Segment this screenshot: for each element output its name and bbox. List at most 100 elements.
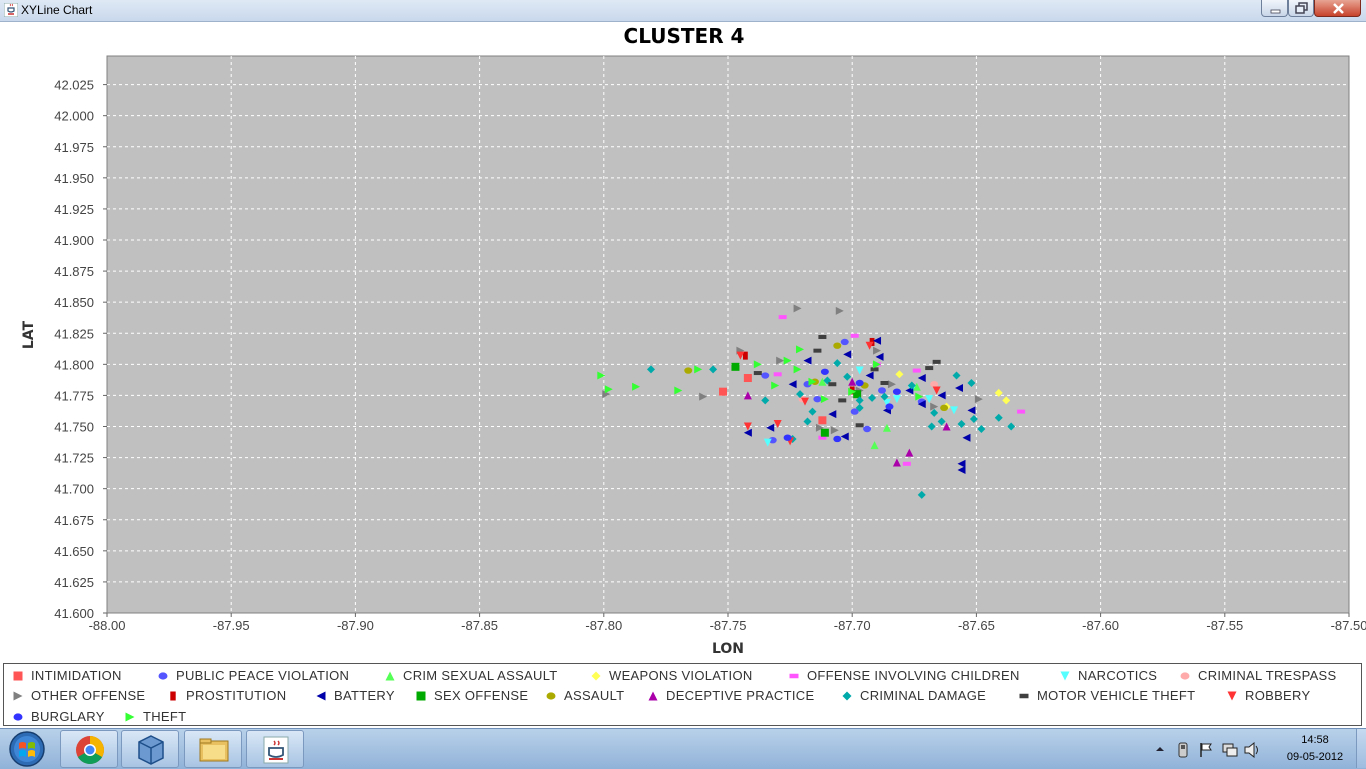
- data-point: [962, 433, 971, 442]
- data-point: [694, 365, 703, 374]
- y-tick-label: 41.825: [54, 326, 94, 341]
- y-tick-label: 41.875: [54, 264, 94, 279]
- data-point: [853, 390, 862, 399]
- data-point: [870, 441, 879, 450]
- data-point: [882, 423, 891, 432]
- java-icon: [263, 736, 289, 764]
- data-point: [773, 420, 782, 429]
- data-point: [850, 408, 859, 415]
- data-point: [932, 359, 941, 364]
- y-tick-label: 41.750: [54, 420, 94, 435]
- data-point: [1002, 396, 1011, 405]
- data-point: [977, 424, 986, 433]
- flag-icon[interactable]: [1199, 742, 1213, 758]
- data-point: [818, 435, 827, 440]
- legend-marker: [648, 691, 658, 701]
- data-point: [873, 360, 882, 369]
- data-point: [870, 367, 879, 372]
- y-tick-label: 41.625: [54, 575, 94, 590]
- legend-marker: [1227, 691, 1237, 701]
- data-point: [632, 382, 641, 391]
- data-point: [895, 370, 904, 379]
- y-tick-label: 41.650: [54, 544, 94, 559]
- data-point: [833, 342, 842, 349]
- legend-label: PROSTITUTION: [186, 688, 287, 703]
- network-icon[interactable]: [1222, 742, 1238, 758]
- data-point: [813, 395, 822, 403]
- legend-label: PUBLIC PEACE VIOLATION: [176, 668, 350, 683]
- show-hidden-icons-arrow[interactable]: [1155, 742, 1165, 756]
- y-tick-label: 41.675: [54, 513, 94, 528]
- clock-date[interactable]: 09-05-2012: [1286, 751, 1344, 763]
- data-point: [788, 380, 797, 389]
- taskbar-java-button[interactable]: [246, 730, 304, 768]
- data-point: [855, 396, 864, 405]
- taskbar-chrome-button[interactable]: [60, 730, 118, 768]
- legend-marker: [316, 691, 326, 701]
- data-point: [838, 398, 847, 403]
- x-tick-label: -87.80: [585, 618, 622, 633]
- legend-marker: [842, 691, 852, 701]
- minimize-button[interactable]: [1261, 0, 1288, 17]
- data-point: [803, 356, 812, 365]
- x-tick-label: -87.60: [1082, 618, 1119, 633]
- data-point: [808, 377, 817, 386]
- chart-legend: INTIMIDATION PUBLIC PEACE VIOLATION CRIM S…: [3, 663, 1362, 726]
- data-point: [952, 371, 961, 380]
- x-tick-label: -87.50: [1331, 618, 1366, 633]
- volume-icon[interactable]: [1244, 742, 1260, 758]
- data-point: [957, 459, 966, 468]
- data-point: [835, 306, 844, 315]
- show-desktop-button[interactable]: [1356, 729, 1366, 768]
- legend-label: BURGLARY: [31, 709, 105, 724]
- data-point: [937, 417, 946, 426]
- data-point: [820, 428, 829, 437]
- data-point: [917, 400, 926, 409]
- data-point: [818, 416, 827, 425]
- data-point: [796, 345, 805, 354]
- data-point: [885, 403, 894, 410]
- java-cup-icon: [4, 3, 18, 17]
- data-point: [742, 351, 748, 360]
- taskbar-explorer-button[interactable]: [184, 730, 242, 768]
- chart-title: CLUSTER 4: [624, 24, 745, 48]
- data-point: [843, 372, 852, 381]
- legend-marker: [385, 671, 395, 681]
- data-point: [994, 388, 1003, 397]
- data-point: [766, 423, 775, 432]
- legend-marker: [1180, 672, 1190, 680]
- data-point: [828, 382, 837, 387]
- data-point: [753, 360, 762, 369]
- data-point: [917, 374, 926, 383]
- legend-label: CRIMINAL TRESPASS: [1198, 668, 1337, 683]
- windows-start-orb-icon[interactable]: [2, 730, 52, 768]
- data-point: [905, 448, 914, 457]
- data-point: [743, 374, 752, 383]
- data-point: [761, 372, 770, 379]
- data-point: [932, 386, 941, 395]
- clock-time[interactable]: 14:58: [1301, 734, 1329, 746]
- data-point: [776, 356, 785, 365]
- legend-label: MOTOR VEHICLE THEFT: [1037, 688, 1196, 703]
- data-point: [820, 395, 829, 404]
- y-tick-label: 41.600: [54, 606, 94, 621]
- legend-label: SEX OFFENSE: [434, 688, 529, 703]
- data-point: [868, 393, 877, 402]
- taskbar-virtualbox-button[interactable]: [121, 730, 179, 768]
- data-point: [830, 426, 839, 435]
- legend-label: BATTERY: [334, 688, 395, 703]
- data-point: [925, 395, 934, 404]
- data-point: [865, 341, 874, 350]
- y-axis: 41.600 41.625 41.650 41.675 41.700 41.725 41.7…: [54, 78, 107, 621]
- restore-button[interactable]: [1288, 0, 1314, 17]
- data-point: [763, 438, 772, 447]
- usb-device-icon[interactable]: [1176, 742, 1190, 758]
- restore-icon: [1295, 2, 1308, 14]
- data-point: [833, 359, 842, 368]
- x-tick-label: -88.00: [89, 618, 126, 633]
- data-point: [942, 422, 951, 431]
- chrome-icon: [76, 736, 104, 764]
- close-button[interactable]: [1314, 0, 1361, 17]
- window-title-bar[interactable]: XYLine Chart: [0, 0, 1366, 22]
- data-point: [882, 398, 891, 407]
